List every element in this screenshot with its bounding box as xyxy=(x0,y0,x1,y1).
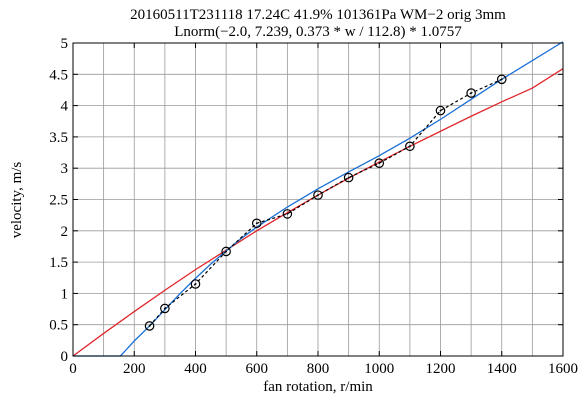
x-tick-label: 400 xyxy=(184,361,207,377)
series-line-0 xyxy=(149,78,502,327)
data-point xyxy=(313,190,323,200)
y-tick-label: 1 xyxy=(61,286,69,302)
data-point xyxy=(221,246,231,257)
x-tick-label: 800 xyxy=(307,361,330,377)
data-point xyxy=(144,321,155,331)
y-tick-labels: 0 0.5 1 1.5 2 2.5 3 3.5 4 4.5 5 xyxy=(49,36,68,365)
y-tick-label: 3 xyxy=(61,161,69,177)
data-point xyxy=(343,172,354,183)
axis-ticks xyxy=(72,42,564,357)
y-tick-label: 5 xyxy=(61,36,69,52)
series-group xyxy=(72,41,564,357)
data-point-center xyxy=(255,222,258,225)
data-point-center xyxy=(500,78,503,81)
x-tick-label: 200 xyxy=(123,361,146,377)
data-point xyxy=(160,303,170,314)
y-tick-label: 2.5 xyxy=(49,193,68,209)
y-tick-label: 1.5 xyxy=(49,255,68,271)
x-tick-label: 1400 xyxy=(487,361,517,377)
x-tick-label: 1200 xyxy=(426,361,456,377)
data-point-center xyxy=(378,162,381,165)
data-point xyxy=(190,279,201,289)
data-point xyxy=(466,88,476,98)
data-point-center xyxy=(347,176,350,179)
grid xyxy=(73,43,563,356)
data-point-center xyxy=(286,212,289,215)
y-tick-label: 0 xyxy=(61,349,69,365)
data-point xyxy=(496,74,507,85)
data-point-center xyxy=(225,250,228,253)
y-tick-label: 0.5 xyxy=(49,318,68,334)
data-point-center xyxy=(163,307,166,310)
y-tick-label: 4.5 xyxy=(49,67,68,83)
data-point-center xyxy=(194,283,197,285)
x-tick-label: 600 xyxy=(246,361,269,377)
y-tick-label: 4 xyxy=(61,99,69,115)
data-point-center xyxy=(470,92,473,94)
y-tick-label: 3.5 xyxy=(49,130,68,146)
data-point xyxy=(435,105,446,116)
data-point-center xyxy=(408,145,411,148)
chart-subtitle: Lnorm(−2.0, 7.239, 0.373 * w / 112.8) * … xyxy=(174,24,462,40)
x-tick-label: 1000 xyxy=(364,361,394,377)
y-axis-label: velocity, m/s xyxy=(9,162,25,239)
data-point xyxy=(282,209,293,219)
x-axis-label: fan rotation, r/min xyxy=(263,379,373,395)
data-point-center xyxy=(148,325,151,327)
data-point-center xyxy=(317,194,319,197)
x-tick-label: 0 xyxy=(69,361,77,377)
data-point xyxy=(251,218,262,229)
chart-title: 20160511T231118 17.24C 41.9% 101361Pa WM… xyxy=(130,7,506,23)
x-tick-label: 1600 xyxy=(548,361,578,377)
y-tick-label: 2 xyxy=(61,224,69,240)
data-point-center xyxy=(439,109,442,112)
data-point xyxy=(374,158,385,168)
x-tick-labels: 0 200 400 600 800 1000 1200 1400 1600 xyxy=(69,361,578,377)
data-point xyxy=(405,141,415,152)
